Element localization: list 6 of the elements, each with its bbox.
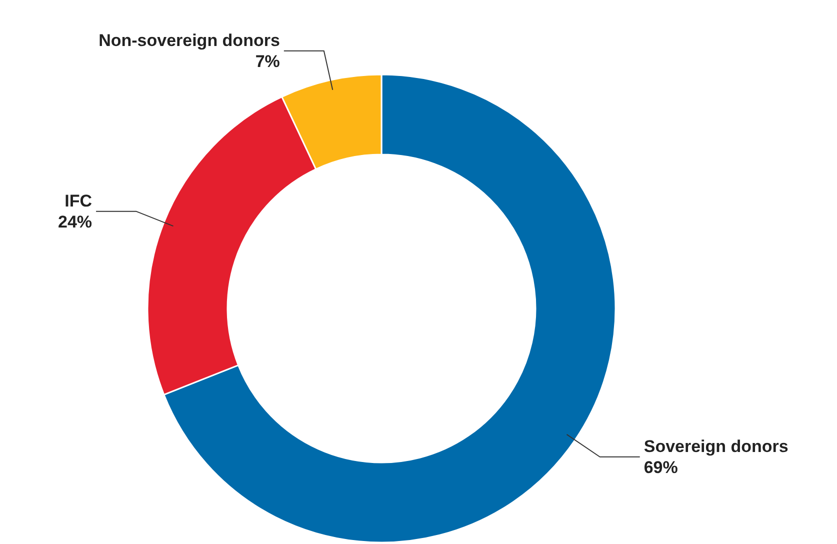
data-label: 7% [255, 52, 280, 71]
slice-label: IFC [64, 191, 92, 210]
slice-label: Sovereign donors [644, 436, 788, 456]
data-label: 69% [644, 458, 678, 477]
slice-label: Non-sovereign donors [98, 30, 280, 50]
data-label: 24% [58, 212, 92, 232]
